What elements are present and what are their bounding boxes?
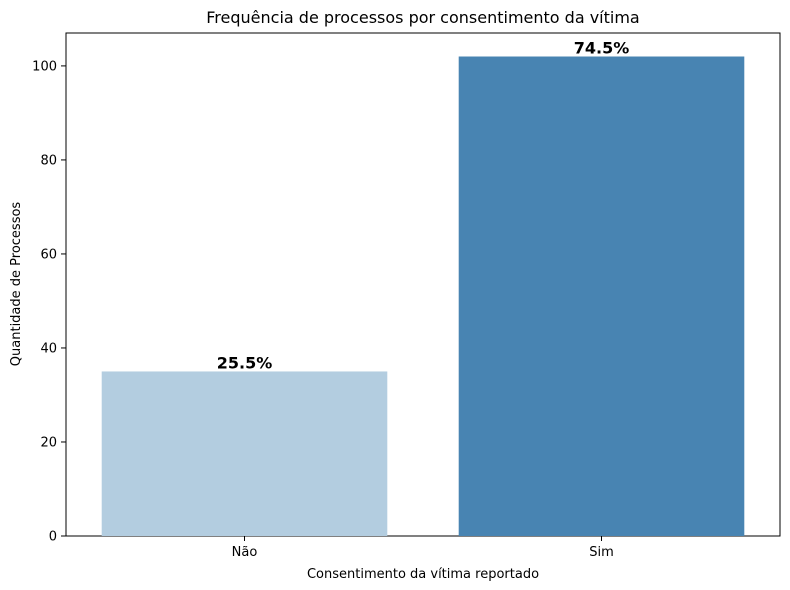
- y-tick-label: 40: [40, 341, 57, 356]
- y-tick-label: 80: [40, 153, 57, 168]
- x-tick-label: Sim: [589, 545, 614, 560]
- y-axis-label: Quantidade de Processos: [9, 202, 24, 367]
- bar-data-label: 25.5%: [217, 353, 273, 372]
- x-axis: Não Sim: [232, 536, 614, 560]
- x-axis-label: Consentimento da vítima reportado: [307, 567, 539, 582]
- y-tick-label: 20: [40, 435, 57, 450]
- bar-0: [101, 371, 388, 536]
- plot-frame: [65, 32, 781, 537]
- x-tick-label: Não: [232, 545, 258, 560]
- y-tick-label: 0: [49, 530, 57, 545]
- y-tick-label: 100: [32, 59, 57, 74]
- bar-1: [458, 56, 745, 537]
- chart-title: Frequência de processos por consentiment…: [206, 8, 639, 27]
- bar-data-label: 74.5%: [574, 39, 630, 58]
- y-axis: 0 20 40 60 80 100: [32, 59, 66, 545]
- bars: 25.5% 74.5%: [101, 39, 745, 537]
- y-tick-label: 60: [40, 247, 57, 262]
